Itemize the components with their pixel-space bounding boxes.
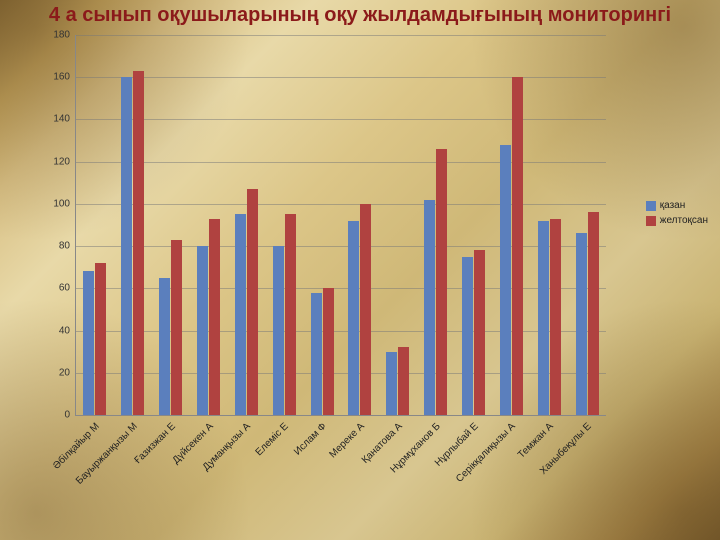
bar bbox=[474, 250, 485, 415]
y-tick-label: 60 bbox=[45, 283, 70, 294]
bar bbox=[273, 246, 284, 415]
legend: қазан желтоқсан bbox=[646, 200, 708, 230]
bar bbox=[235, 214, 246, 415]
y-tick-label: 100 bbox=[45, 198, 70, 209]
bar bbox=[209, 219, 220, 415]
bar-group bbox=[379, 347, 417, 415]
bar bbox=[197, 246, 208, 415]
x-tick-label: Ислам Ф bbox=[292, 421, 329, 458]
bar bbox=[512, 77, 523, 415]
bar-group bbox=[227, 189, 265, 415]
x-tick-label: Мереке А bbox=[327, 421, 366, 460]
legend-label: желтоқсан bbox=[660, 215, 708, 226]
bar bbox=[159, 278, 170, 415]
bar bbox=[576, 233, 587, 415]
bar-group bbox=[530, 219, 568, 415]
legend-item: қазан bbox=[646, 200, 708, 211]
bar-group bbox=[76, 263, 114, 415]
x-tick-label: Темжан А bbox=[516, 421, 556, 461]
bar bbox=[398, 347, 409, 415]
y-tick-label: 0 bbox=[45, 410, 70, 421]
bar-group bbox=[303, 288, 341, 415]
bar-group bbox=[265, 214, 303, 415]
bar bbox=[348, 221, 359, 415]
y-tick-label: 120 bbox=[45, 156, 70, 167]
bar-group bbox=[455, 250, 493, 415]
plot-area bbox=[75, 35, 606, 416]
legend-label: қазан bbox=[660, 200, 686, 211]
chart-title: 4 а сынып оқушыларының оқу жылдамдығының… bbox=[0, 4, 720, 27]
bar bbox=[424, 200, 435, 415]
bar-group bbox=[341, 204, 379, 415]
legend-swatch bbox=[646, 216, 656, 226]
bar bbox=[247, 189, 258, 415]
bar bbox=[323, 288, 334, 415]
y-tick-label: 160 bbox=[45, 72, 70, 83]
y-tick-label: 140 bbox=[45, 114, 70, 125]
y-tick-label: 40 bbox=[45, 325, 70, 336]
bar bbox=[386, 352, 397, 415]
legend-swatch bbox=[646, 201, 656, 211]
gridline bbox=[76, 35, 606, 36]
y-tick-label: 80 bbox=[45, 241, 70, 252]
bar-group bbox=[152, 240, 190, 415]
y-tick-label: 180 bbox=[45, 30, 70, 41]
legend-item: желтоқсан bbox=[646, 215, 708, 226]
bar bbox=[121, 77, 132, 415]
bar bbox=[550, 219, 561, 415]
bar-group bbox=[114, 71, 152, 415]
bar bbox=[171, 240, 182, 415]
bar bbox=[462, 257, 473, 415]
bar bbox=[500, 145, 511, 415]
bar bbox=[436, 149, 447, 415]
bar bbox=[360, 204, 371, 415]
bar bbox=[95, 263, 106, 415]
bar bbox=[83, 271, 94, 415]
bar-group bbox=[417, 149, 455, 415]
bar-group bbox=[568, 212, 606, 415]
bar-group bbox=[190, 219, 228, 415]
y-tick-label: 20 bbox=[45, 367, 70, 378]
x-tick-label: Елеміс Е bbox=[254, 421, 291, 458]
bar bbox=[538, 221, 549, 415]
bar bbox=[588, 212, 599, 415]
bar bbox=[311, 293, 322, 415]
bar bbox=[285, 214, 296, 415]
bar bbox=[133, 71, 144, 415]
bar-group bbox=[492, 77, 530, 415]
